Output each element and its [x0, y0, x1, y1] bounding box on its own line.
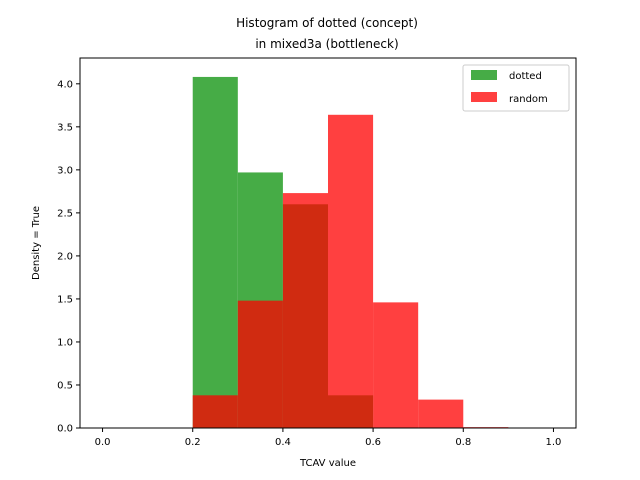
x-tick-label: 0.4: [275, 437, 291, 448]
bar-random-3: [328, 114, 374, 428]
x-tick-label: 0.8: [455, 437, 471, 448]
y-tick-label: 2.0: [57, 251, 73, 262]
x-tick-label: 0.0: [95, 437, 111, 448]
y-tick-label: 4.0: [57, 79, 73, 90]
x-tick-label: 0.2: [185, 437, 201, 448]
legend-swatch-dotted: [471, 70, 497, 80]
chart-title-line-1: Histogram of dotted (concept): [236, 16, 418, 30]
y-tick-label: 3.0: [57, 165, 73, 176]
bar-random-1: [237, 300, 283, 428]
legend: dotted random: [462, 64, 570, 112]
bar-random-5: [418, 399, 464, 428]
y-tick-label: 1.5: [57, 294, 73, 305]
bar-dotted-0: [192, 76, 238, 428]
chart-title-line-2: in mixed3a (bottleneck): [255, 37, 398, 51]
x-tick-label: 1.0: [546, 437, 562, 448]
y-axis-label: Density = True: [31, 206, 42, 280]
bar-random-0: [192, 395, 238, 428]
y-tick-label: 0.0: [57, 424, 73, 435]
x-axis-ticks: 0.0 0.2 0.4 0.6 0.8 1.0: [95, 428, 562, 448]
y-axis-ticks: 0.0 0.5 1.0 1.5 2.0 2.5 3.0 3.5 4.0: [57, 79, 80, 435]
bars-group: [192, 76, 509, 428]
plot-frame: [79, 57, 577, 429]
legend-label-dotted: dotted: [509, 71, 542, 82]
y-tick-label: 1.0: [57, 337, 73, 348]
legend-swatch-random: [471, 92, 497, 102]
y-tick-label: 2.5: [57, 208, 73, 219]
bar-random-4: [373, 302, 419, 428]
y-tick-label: 0.5: [57, 380, 73, 391]
x-axis-label: TCAV value: [299, 458, 356, 469]
x-tick-label: 0.6: [365, 437, 381, 448]
legend-label-random: random: [509, 94, 548, 105]
y-tick-label: 3.5: [57, 122, 73, 133]
bar-random-2: [282, 193, 328, 428]
